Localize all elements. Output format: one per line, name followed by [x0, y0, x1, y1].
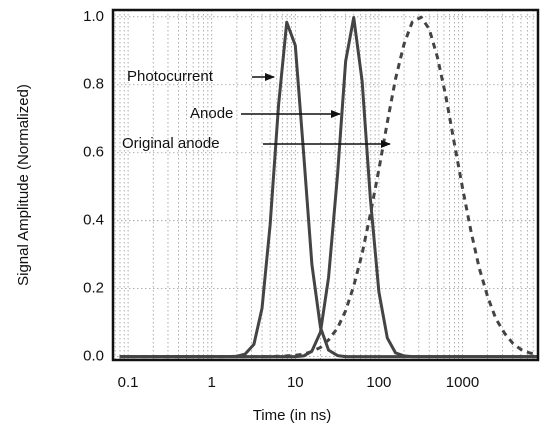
x-tick-label: 1 [208, 374, 216, 391]
x-tick-label: 1000 [446, 374, 479, 391]
legend-label: Anode [190, 105, 233, 122]
y-tick-label: 0.8 [83, 76, 104, 93]
plot-frame [111, 8, 540, 362]
legend-label: Original anode [122, 135, 220, 152]
x-axis-label: Time (in ns) [253, 407, 332, 424]
x-tick-label: 10 [287, 374, 304, 391]
x-tick-label: 100 [366, 374, 391, 391]
y-tick-label: 0.0 [83, 348, 104, 365]
y-tick-label: 1.0 [83, 8, 104, 25]
legend-label: Photocurrent [127, 68, 214, 85]
y-tick-label: 0.2 [83, 280, 104, 297]
x-tick-label: 0.1 [118, 374, 139, 391]
y-tick-label: 0.4 [83, 212, 104, 229]
y-tick-label: 0.6 [83, 144, 104, 161]
y-axis-label: Signal Amplitude (Normalized) [15, 84, 32, 286]
line-series [119, 15, 538, 359]
